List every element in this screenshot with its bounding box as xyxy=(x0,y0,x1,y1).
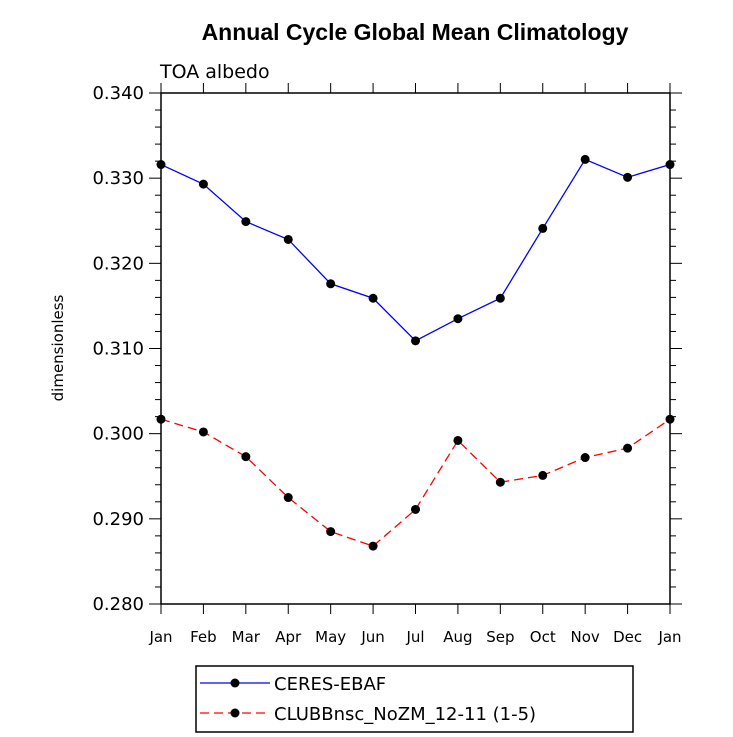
series-layer xyxy=(156,154,675,551)
data-point xyxy=(198,427,208,437)
y-tick-label: 0.330 xyxy=(92,168,144,189)
legend-box xyxy=(195,665,634,733)
x-tick-label: Feb xyxy=(190,628,217,646)
x-tick-label: Aug xyxy=(443,628,472,646)
data-point xyxy=(326,279,336,289)
data-point xyxy=(411,336,420,346)
chart-title: Annual Cycle Global Mean Climatology xyxy=(202,19,629,45)
data-point xyxy=(623,443,633,453)
y-tick-label: 0.290 xyxy=(92,509,144,530)
data-point xyxy=(411,504,420,514)
x-tick-label: Dec xyxy=(613,628,642,646)
data-point xyxy=(156,414,166,424)
x-tick-label: Sep xyxy=(486,628,514,646)
plot-frame xyxy=(160,92,671,605)
x-tick-label: Apr xyxy=(275,628,302,646)
data-point xyxy=(368,541,378,551)
x-tick-label: Nov xyxy=(571,628,600,646)
data-point xyxy=(495,293,505,303)
x-tick-label: Jan xyxy=(148,628,172,646)
data-point xyxy=(453,314,463,324)
y-axis-label: dimensionless xyxy=(49,294,67,401)
x-tick-label: Jan xyxy=(657,628,681,646)
data-point xyxy=(241,452,251,462)
series-line xyxy=(160,418,671,547)
y-tick-label: 0.310 xyxy=(92,339,144,360)
data-point xyxy=(538,223,548,233)
series-2 xyxy=(156,414,675,551)
x-tick-label: Jun xyxy=(360,628,384,646)
data-point xyxy=(623,172,633,182)
y-tick-label: 0.280 xyxy=(92,594,144,615)
y-tick-label: 0.340 xyxy=(92,83,144,104)
data-point xyxy=(665,160,675,170)
series-1 xyxy=(156,154,675,346)
x-tick-label: Mar xyxy=(232,628,261,646)
legend: CERES-EBAF CLUBBnsc_NoZM_12-11 (1-5) xyxy=(195,665,634,733)
data-point xyxy=(580,154,590,164)
axes: 0.280 0.290 0.300 0.310 0.320 0.330 0.340 Jan Fe… xyxy=(92,83,682,646)
x-tick-label: Oct xyxy=(530,628,556,646)
y-tick-label: 0.300 xyxy=(92,424,144,445)
legend-marker xyxy=(230,708,240,718)
chart-subtitle: TOA albedo xyxy=(159,61,270,83)
x-tick-label: Jul xyxy=(405,628,424,646)
data-point xyxy=(368,293,378,303)
series-line xyxy=(160,158,671,342)
data-point xyxy=(538,470,548,480)
legend-marker xyxy=(230,678,240,688)
y-tick-label: 0.320 xyxy=(92,253,144,274)
data-point xyxy=(283,234,293,244)
legend-label: CERES-EBAF xyxy=(274,674,386,695)
legend-label: CLUBBnsc_NoZM_12-11 (1-5) xyxy=(274,704,536,725)
data-point xyxy=(580,453,590,463)
data-point xyxy=(495,477,505,487)
data-point xyxy=(156,160,166,170)
data-point xyxy=(453,435,463,445)
data-point xyxy=(283,493,293,503)
data-point xyxy=(665,414,675,424)
x-tick-label: May xyxy=(315,628,346,646)
data-point xyxy=(198,179,208,189)
data-point xyxy=(326,527,336,537)
data-point xyxy=(241,217,251,227)
